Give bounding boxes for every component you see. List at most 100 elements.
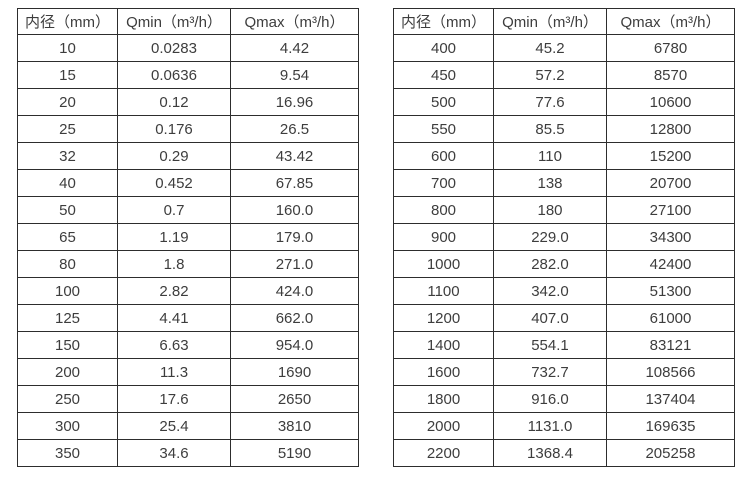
cell-qmax: 954.0: [230, 331, 359, 359]
cell-qmin: 407.0: [493, 304, 607, 332]
cell-diameter: 600: [393, 142, 494, 170]
cell-qmin: 2.82: [117, 277, 231, 305]
cell-diameter: 50: [17, 196, 118, 224]
table-row: 50 0.7 160.0: [17, 196, 359, 224]
cell-qmin: 45.2: [493, 34, 607, 62]
cell-diameter: 15: [17, 61, 118, 89]
cell-qmin: 11.3: [117, 358, 231, 386]
cell-qmax: 424.0: [230, 277, 359, 305]
table-row: 1100 342.0 51300: [393, 277, 735, 305]
column-header: 内径（mm）: [393, 8, 494, 35]
cell-qmax: 2650: [230, 385, 359, 413]
cell-qmax: 20700: [606, 169, 735, 197]
cell-qmin: 1.19: [117, 223, 231, 251]
cell-qmax: 160.0: [230, 196, 359, 224]
cell-qmin: 34.6: [117, 439, 231, 467]
cell-diameter: 400: [393, 34, 494, 62]
cell-qmin: 1131.0: [493, 412, 607, 440]
cell-diameter: 800: [393, 196, 494, 224]
table-row: 1600 732.7 108566: [393, 358, 735, 386]
cell-qmin: 282.0: [493, 250, 607, 278]
cell-qmax: 271.0: [230, 250, 359, 278]
cell-qmax: 42400: [606, 250, 735, 278]
cell-qmax: 3810: [230, 412, 359, 440]
cell-diameter: 1600: [393, 358, 494, 386]
cell-qmax: 10600: [606, 88, 735, 116]
cell-diameter: 65: [17, 223, 118, 251]
cell-qmax: 5190: [230, 439, 359, 467]
table-row: 500 77.6 10600: [393, 88, 735, 116]
table-row: 80 1.8 271.0: [17, 250, 359, 278]
cell-diameter: 32: [17, 142, 118, 170]
cell-qmax: 662.0: [230, 304, 359, 332]
table-row: 10 0.0283 4.42: [17, 34, 359, 62]
cell-qmax: 27100: [606, 196, 735, 224]
cell-qmax: 169635: [606, 412, 735, 440]
cell-qmin: 110: [493, 142, 607, 170]
cell-diameter: 2000: [393, 412, 494, 440]
table-row: 250 17.6 2650: [17, 385, 359, 413]
cell-qmin: 85.5: [493, 115, 607, 143]
table-row: 2000 1131.0 169635: [393, 412, 735, 440]
cell-qmax: 15200: [606, 142, 735, 170]
table-row: 32 0.29 43.42: [17, 142, 359, 170]
table-row: 2200 1368.4 205258: [393, 439, 735, 467]
cell-qmin: 0.29: [117, 142, 231, 170]
cell-qmax: 6780: [606, 34, 735, 62]
cell-diameter: 500: [393, 88, 494, 116]
cell-qmin: 4.41: [117, 304, 231, 332]
cell-qmax: 108566: [606, 358, 735, 386]
cell-qmin: 732.7: [493, 358, 607, 386]
cell-qmin: 0.176: [117, 115, 231, 143]
cell-qmin: 0.0636: [117, 61, 231, 89]
cell-qmax: 83121: [606, 331, 735, 359]
table-row: 1000 282.0 42400: [393, 250, 735, 278]
cell-qmin: 0.12: [117, 88, 231, 116]
cell-qmin: 57.2: [493, 61, 607, 89]
cell-qmax: 4.42: [230, 34, 359, 62]
cell-qmin: 0.0283: [117, 34, 231, 62]
table-row: 200 11.3 1690: [17, 358, 359, 386]
column-header: Qmax（m³/h）: [230, 8, 359, 35]
cell-diameter: 1800: [393, 385, 494, 413]
cell-diameter: 1200: [393, 304, 494, 332]
cell-qmax: 16.96: [230, 88, 359, 116]
table-row: 125 4.41 662.0: [17, 304, 359, 332]
cell-qmin: 180: [493, 196, 607, 224]
cell-diameter: 1400: [393, 331, 494, 359]
cell-diameter: 550: [393, 115, 494, 143]
column-header: Qmin（m³/h）: [493, 8, 607, 35]
cell-diameter: 450: [393, 61, 494, 89]
table-row: 100 2.82 424.0: [17, 277, 359, 305]
header-row: 内径（mm） Qmin（m³/h） Qmax（m³/h）: [393, 8, 735, 35]
table-row: 15 0.0636 9.54: [17, 61, 359, 89]
cell-diameter: 900: [393, 223, 494, 251]
table-row: 350 34.6 5190: [17, 439, 359, 467]
cell-qmin: 916.0: [493, 385, 607, 413]
cell-qmax: 9.54: [230, 61, 359, 89]
cell-diameter: 250: [17, 385, 118, 413]
table-row: 1200 407.0 61000: [393, 304, 735, 332]
table-row: 800 180 27100: [393, 196, 735, 224]
cell-diameter: 200: [17, 358, 118, 386]
cell-qmin: 1.8: [117, 250, 231, 278]
cell-qmax: 179.0: [230, 223, 359, 251]
flow-spec-table-small-diameters: 内径（mm） Qmin（m³/h） Qmax（m³/h） 10 0.0283 4.42 1…: [17, 8, 359, 467]
cell-diameter: 125: [17, 304, 118, 332]
table-row: 1800 916.0 137404: [393, 385, 735, 413]
cell-diameter: 350: [17, 439, 118, 467]
table-row: 40 0.452 67.85: [17, 169, 359, 197]
table-row: 65 1.19 179.0: [17, 223, 359, 251]
column-header: 内径（mm）: [17, 8, 118, 35]
cell-qmax: 205258: [606, 439, 735, 467]
cell-qmax: 1690: [230, 358, 359, 386]
cell-qmin: 6.63: [117, 331, 231, 359]
cell-qmin: 0.7: [117, 196, 231, 224]
cell-diameter: 300: [17, 412, 118, 440]
table-row: 700 138 20700: [393, 169, 735, 197]
cell-diameter: 1000: [393, 250, 494, 278]
cell-diameter: 80: [17, 250, 118, 278]
cell-qmin: 1368.4: [493, 439, 607, 467]
cell-diameter: 100: [17, 277, 118, 305]
